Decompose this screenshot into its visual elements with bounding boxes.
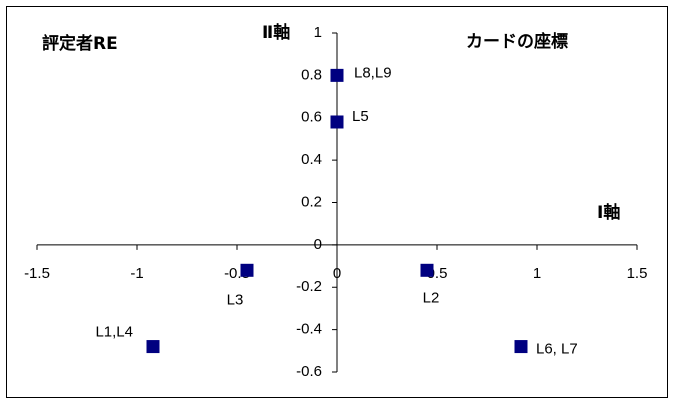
- point-label: L3: [227, 291, 244, 308]
- point: [420, 263, 434, 277]
- y-tick-label: 0: [314, 236, 322, 253]
- x-tick-label: 1.5: [627, 265, 648, 282]
- point-label: L8,L9: [354, 64, 392, 81]
- x-tick-label: 0: [333, 265, 341, 282]
- y-tick-label: -0.6: [296, 363, 322, 380]
- point-label: L5: [352, 108, 369, 125]
- x-tick-label: 1: [533, 265, 541, 282]
- y-tick-label: 1: [314, 24, 322, 41]
- point: [146, 340, 160, 354]
- point-label: L6, L7: [536, 341, 578, 358]
- point-label: L2: [423, 289, 440, 306]
- x-tick-label: -1: [130, 265, 143, 282]
- y-tick-label: 0.8: [301, 66, 322, 83]
- x-tick-label: -1.5: [24, 265, 50, 282]
- point: [514, 340, 528, 354]
- y-tick-label: 0.2: [301, 193, 322, 210]
- chart-subtitle: カードの座標: [466, 31, 568, 52]
- y-tick-label: -0.2: [296, 278, 322, 295]
- point-label: L1,L4: [95, 324, 133, 341]
- y-tick-label: -0.4: [296, 321, 322, 338]
- y-axis-label: Ⅱ軸: [262, 22, 290, 43]
- point: [240, 263, 254, 277]
- point: [330, 115, 344, 129]
- y-tick-label: 0.6: [301, 109, 322, 126]
- y-tick-label: 0.4: [301, 151, 322, 168]
- point: [330, 68, 344, 82]
- x-axis-label: Ⅰ軸: [597, 202, 620, 223]
- chart-title: 評定者RE: [42, 33, 118, 54]
